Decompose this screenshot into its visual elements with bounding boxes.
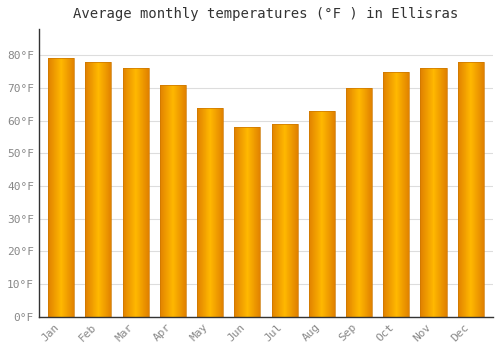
Title: Average monthly temperatures (°F ) in Ellisras: Average monthly temperatures (°F ) in El… — [74, 7, 458, 21]
Bar — [272, 124, 297, 317]
Bar — [308, 111, 335, 317]
Bar — [48, 58, 74, 317]
Bar — [346, 88, 372, 317]
Bar — [458, 62, 483, 317]
Bar — [160, 85, 186, 317]
Bar — [122, 68, 148, 317]
Bar — [383, 71, 409, 317]
Bar — [420, 68, 446, 317]
Bar — [86, 62, 112, 317]
Bar — [197, 107, 223, 317]
Bar — [234, 127, 260, 317]
